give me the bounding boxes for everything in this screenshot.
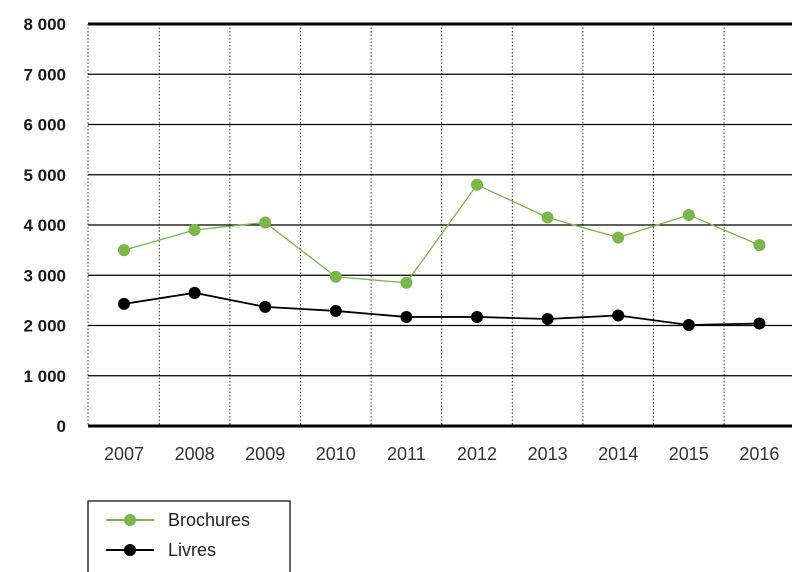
data-point [400, 276, 413, 289]
data-point [471, 310, 483, 323]
chart-series [118, 178, 766, 331]
data-point [753, 317, 766, 330]
chart-legend: Brochures Livres [87, 500, 291, 572]
y-tick-label: 0 [57, 417, 66, 436]
data-point [400, 310, 413, 323]
y-tick-label: 6 000 [23, 116, 66, 135]
data-point [118, 244, 130, 257]
data-point [329, 304, 342, 317]
chart-grid [88, 22, 792, 426]
data-point [259, 216, 272, 229]
data-point [682, 318, 695, 331]
x-tick-label: 2016 [739, 444, 779, 464]
data-point [541, 312, 554, 325]
chart-axes [87, 24, 792, 428]
data-point [682, 208, 695, 221]
data-point [329, 270, 342, 283]
series-line [123, 291, 760, 326]
x-tick-label: 2008 [175, 444, 215, 464]
x-tick-label: 2010 [316, 444, 356, 464]
data-point [259, 300, 272, 313]
x-tick-label: 2014 [598, 444, 638, 464]
data-point [612, 231, 625, 244]
data-point [541, 211, 554, 224]
data-point [753, 239, 766, 252]
x-axis-ticks: 2007 2008 2009 2010 2011 2012 2013 2014 2015 2016 [104, 444, 779, 464]
data-point [188, 286, 201, 299]
x-tick-label: 2011 [387, 444, 426, 464]
data-point [188, 224, 201, 237]
x-tick-label: 2013 [528, 444, 568, 464]
y-tick-label: 4 000 [23, 216, 66, 235]
x-tick-label: 2007 [104, 444, 144, 464]
y-axis-ticks: 0 1 000 2 000 3 000 4 000 5 000 6 000 7 000 8 00… [23, 15, 66, 436]
y-tick-label: 2 000 [23, 317, 66, 336]
series-line [123, 183, 760, 284]
x-tick-label: 2009 [245, 444, 285, 464]
data-point [118, 297, 130, 310]
x-tick-label: 2015 [669, 444, 709, 464]
legend-swatch-marker [124, 514, 136, 526]
legend-label: Livres [168, 540, 216, 560]
y-tick-label: 3 000 [23, 266, 66, 285]
data-point [612, 309, 625, 322]
y-tick-label: 7 000 [23, 65, 66, 84]
x-tick-label: 2012 [457, 444, 497, 464]
y-tick-label: 1 000 [23, 367, 66, 386]
legend-label: Brochures [168, 510, 250, 530]
y-tick-label: 8 000 [23, 15, 66, 34]
legend-box [87, 500, 291, 572]
legend-swatch-marker [124, 544, 136, 556]
series-livres [118, 286, 766, 331]
series-brochures [118, 178, 766, 289]
y-tick-label: 5 000 [23, 166, 66, 185]
data-point [471, 178, 483, 191]
